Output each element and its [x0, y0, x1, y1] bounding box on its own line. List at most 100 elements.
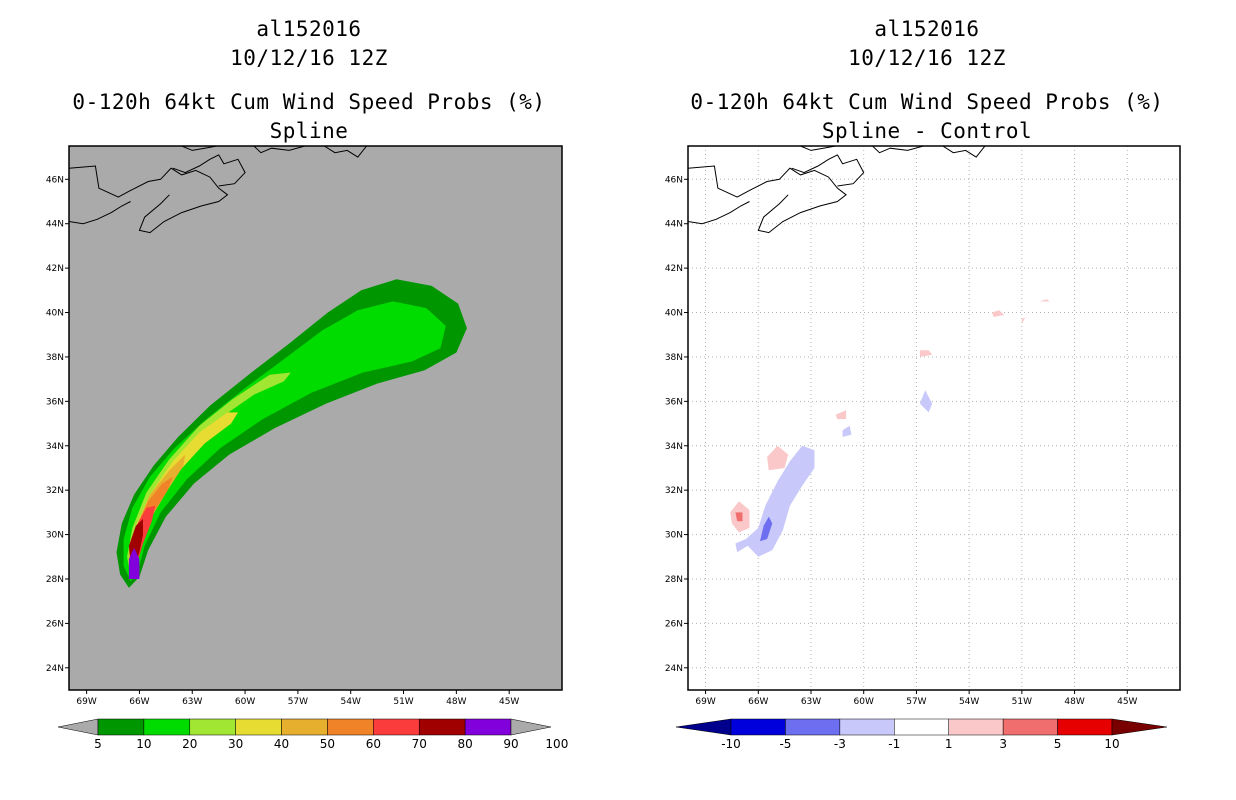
subtitle-right: Spline - Control: [821, 119, 1033, 143]
y-tick-label: 46N: [665, 175, 683, 185]
colorbar-label: 40: [274, 737, 289, 751]
colorbar-label: 5: [1054, 737, 1062, 751]
title-left: 0-120h 64kt Cum Wind Speed Probs (%): [72, 90, 546, 114]
x-tick-label: 51W: [1012, 697, 1032, 707]
y-tick-label: 28N: [46, 575, 64, 585]
plot-content: [688, 146, 1180, 690]
y-tick-label: 32N: [46, 486, 64, 496]
y-tick-label: 46N: [46, 175, 64, 185]
x-tick-label: 57W: [288, 697, 308, 707]
colorbar-over-arrow: [1111, 718, 1168, 736]
coastline: [791, 154, 865, 187]
colorbar-swatch: [948, 718, 1004, 736]
storm-id-left: al152016: [256, 17, 362, 41]
colorbar-under-arrow: [57, 718, 99, 736]
colorbar-swatch: [1002, 718, 1058, 736]
x-tick-label: 69W: [76, 697, 96, 707]
colorbar-swatch: [281, 718, 328, 736]
colorbar-label: 100: [545, 737, 568, 751]
colorbar-swatch: [1057, 718, 1113, 736]
colorbar-over-arrow: [510, 718, 552, 736]
x-tick-label: 48W: [1064, 697, 1084, 707]
y-tick-label: 36N: [46, 397, 64, 407]
coastline: [253, 146, 306, 154]
coastline: [800, 146, 836, 151]
contour-neg1: [842, 425, 852, 437]
y-tick-label: 28N: [665, 575, 683, 585]
colorbar-label: 50: [320, 737, 335, 751]
date-right: 10/12/16 12Z: [848, 46, 1006, 70]
colorbar-swatch: [235, 718, 282, 736]
y-tick-label: 24N: [665, 664, 683, 674]
wind-prob-map: 69W 66W 63W 60W 57W 54W 51W 48W 45W 24N 26N 28N 30N 3…: [46, 145, 568, 751]
y-tick-label: 32N: [665, 486, 683, 496]
left-panel: al152016 10/12/16 12Z 0-120h 64kt Cum Wi…: [46, 17, 569, 751]
x-tick-label: 60W: [235, 697, 255, 707]
colorbar-label: -3: [834, 737, 846, 751]
y-tick-label: 34N: [46, 442, 64, 452]
y-tick-label: 30N: [665, 531, 683, 541]
subtitle-left: Spline: [269, 119, 349, 143]
contour-90: [128, 547, 140, 579]
colorbar-swatch: [464, 718, 512, 736]
y-tick-label: 36N: [665, 397, 683, 407]
colorbar-swatch: [189, 718, 236, 736]
y-tick-label: 38N: [46, 353, 64, 363]
colorbar-label: 70: [412, 737, 427, 751]
colorbar-label: 10: [136, 737, 151, 751]
colorbar-swatch: [785, 718, 841, 736]
coastline: [688, 165, 847, 234]
contour-40: [130, 454, 186, 573]
colorbar-label: 30: [228, 737, 243, 751]
colorbar-label: -10: [721, 737, 741, 751]
x-tick-label: 60W: [854, 697, 874, 707]
contour-1: [1039, 299, 1050, 302]
x-tick-label: 48W: [446, 697, 466, 707]
contour-1: [919, 350, 933, 357]
contour-20: [127, 372, 291, 577]
y-tick-label: 44N: [665, 220, 683, 230]
plot-background: [688, 146, 1180, 690]
colorbar-label: -1: [888, 737, 900, 751]
colorbar-swatch: [143, 718, 191, 736]
coastline: [942, 146, 986, 158]
y-tick-label: 30N: [46, 531, 64, 541]
colorbar-label: 1: [945, 737, 953, 751]
colorbar-label: 80: [457, 737, 472, 751]
contour-neg1: [735, 445, 815, 557]
x-tick-label: 51W: [393, 697, 413, 707]
colorbar-swatch: [730, 718, 786, 736]
contour-1: [1021, 317, 1026, 324]
storm-id-right: al152016: [874, 17, 980, 41]
colorbar-swatch: [373, 718, 420, 736]
coastline: [69, 146, 71, 147]
colorbar-label: 60: [366, 737, 381, 751]
coastline: [324, 146, 367, 158]
colorbar-label: 20: [182, 737, 197, 751]
colorbar-under-arrow: [675, 718, 732, 736]
coastline: [172, 154, 246, 187]
x-tick-label: 63W: [182, 697, 202, 707]
x-tick-label: 66W: [748, 697, 768, 707]
colorbar-label: 10: [1104, 737, 1119, 751]
contour-1: [835, 410, 847, 420]
y-tick-label: 44N: [46, 220, 64, 230]
contour-neg3: [760, 516, 773, 542]
colorbar-swatch: [327, 718, 374, 736]
colorbar-label: -5: [779, 737, 791, 751]
colorbar-label: 5: [94, 737, 102, 751]
date-left: 10/12/16 12Z: [230, 46, 388, 70]
contour-neg1: [919, 390, 933, 413]
y-tick-label: 40N: [46, 309, 64, 319]
title-right: 0-120h 64kt Cum Wind Speed Probs (%): [690, 90, 1164, 114]
colorbar-swatch: [97, 718, 145, 736]
coastline: [69, 201, 131, 225]
y-tick-label: 40N: [665, 309, 683, 319]
colorbar-swatch: [894, 718, 949, 736]
plot-content: [69, 146, 467, 588]
colorbar-swatch: [418, 718, 466, 736]
contour-10: [123, 301, 446, 582]
contour-1: [767, 445, 789, 471]
coastline: [688, 146, 690, 147]
plot-background: [69, 146, 562, 690]
